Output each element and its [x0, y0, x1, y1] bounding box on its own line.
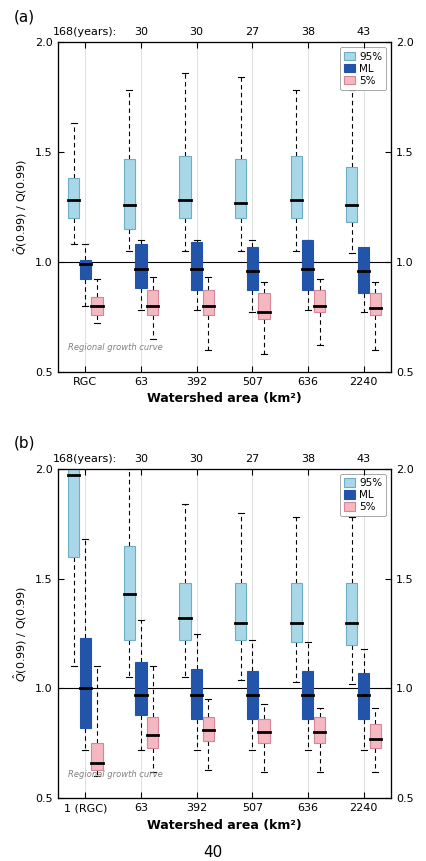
Bar [80, 638, 91, 728]
Bar [370, 293, 381, 314]
Bar [302, 671, 314, 719]
Text: (b): (b) [14, 436, 36, 450]
Bar [124, 546, 135, 640]
Bar [179, 157, 190, 218]
Text: Regional growth curve: Regional growth curve [68, 343, 162, 352]
Bar [124, 158, 135, 229]
Bar [179, 583, 190, 640]
Bar [92, 297, 103, 314]
Bar [370, 723, 381, 748]
Bar [314, 290, 325, 313]
Bar [235, 158, 246, 218]
Bar [291, 157, 302, 218]
Y-axis label: $\hat{Q}$(0.99) / Q(0.99): $\hat{Q}$(0.99) / Q(0.99) [12, 585, 29, 682]
Bar [247, 671, 258, 719]
Bar [92, 743, 103, 770]
Bar [314, 717, 325, 743]
Bar [68, 458, 79, 556]
Text: (a): (a) [14, 9, 35, 24]
Bar [80, 260, 91, 280]
Bar [358, 246, 369, 293]
Text: 40: 40 [203, 845, 223, 859]
Bar [235, 583, 246, 640]
X-axis label: Watershed area (km²): Watershed area (km²) [147, 819, 302, 832]
Bar [259, 719, 270, 743]
Legend: 95%, ML, 5%: 95%, ML, 5% [340, 474, 386, 517]
Bar [291, 583, 302, 642]
Bar [147, 717, 158, 748]
Text: Regional growth curve: Regional growth curve [68, 770, 162, 778]
Bar [259, 293, 270, 319]
Bar [147, 290, 158, 314]
X-axis label: Watershed area (km²): Watershed area (km²) [147, 393, 302, 406]
Bar [135, 245, 147, 288]
Bar [346, 583, 357, 645]
Bar [302, 240, 314, 290]
Bar [203, 290, 214, 314]
Legend: 95%, ML, 5%: 95%, ML, 5% [340, 47, 386, 90]
Bar [247, 246, 258, 290]
Bar [358, 673, 369, 719]
Bar [191, 669, 202, 719]
Bar [135, 662, 147, 715]
Bar [191, 242, 202, 290]
Bar [346, 167, 357, 222]
Bar [68, 178, 79, 218]
Y-axis label: $\hat{Q}$(0.99) / Q(0.99): $\hat{Q}$(0.99) / Q(0.99) [12, 158, 29, 255]
Bar [203, 717, 214, 741]
